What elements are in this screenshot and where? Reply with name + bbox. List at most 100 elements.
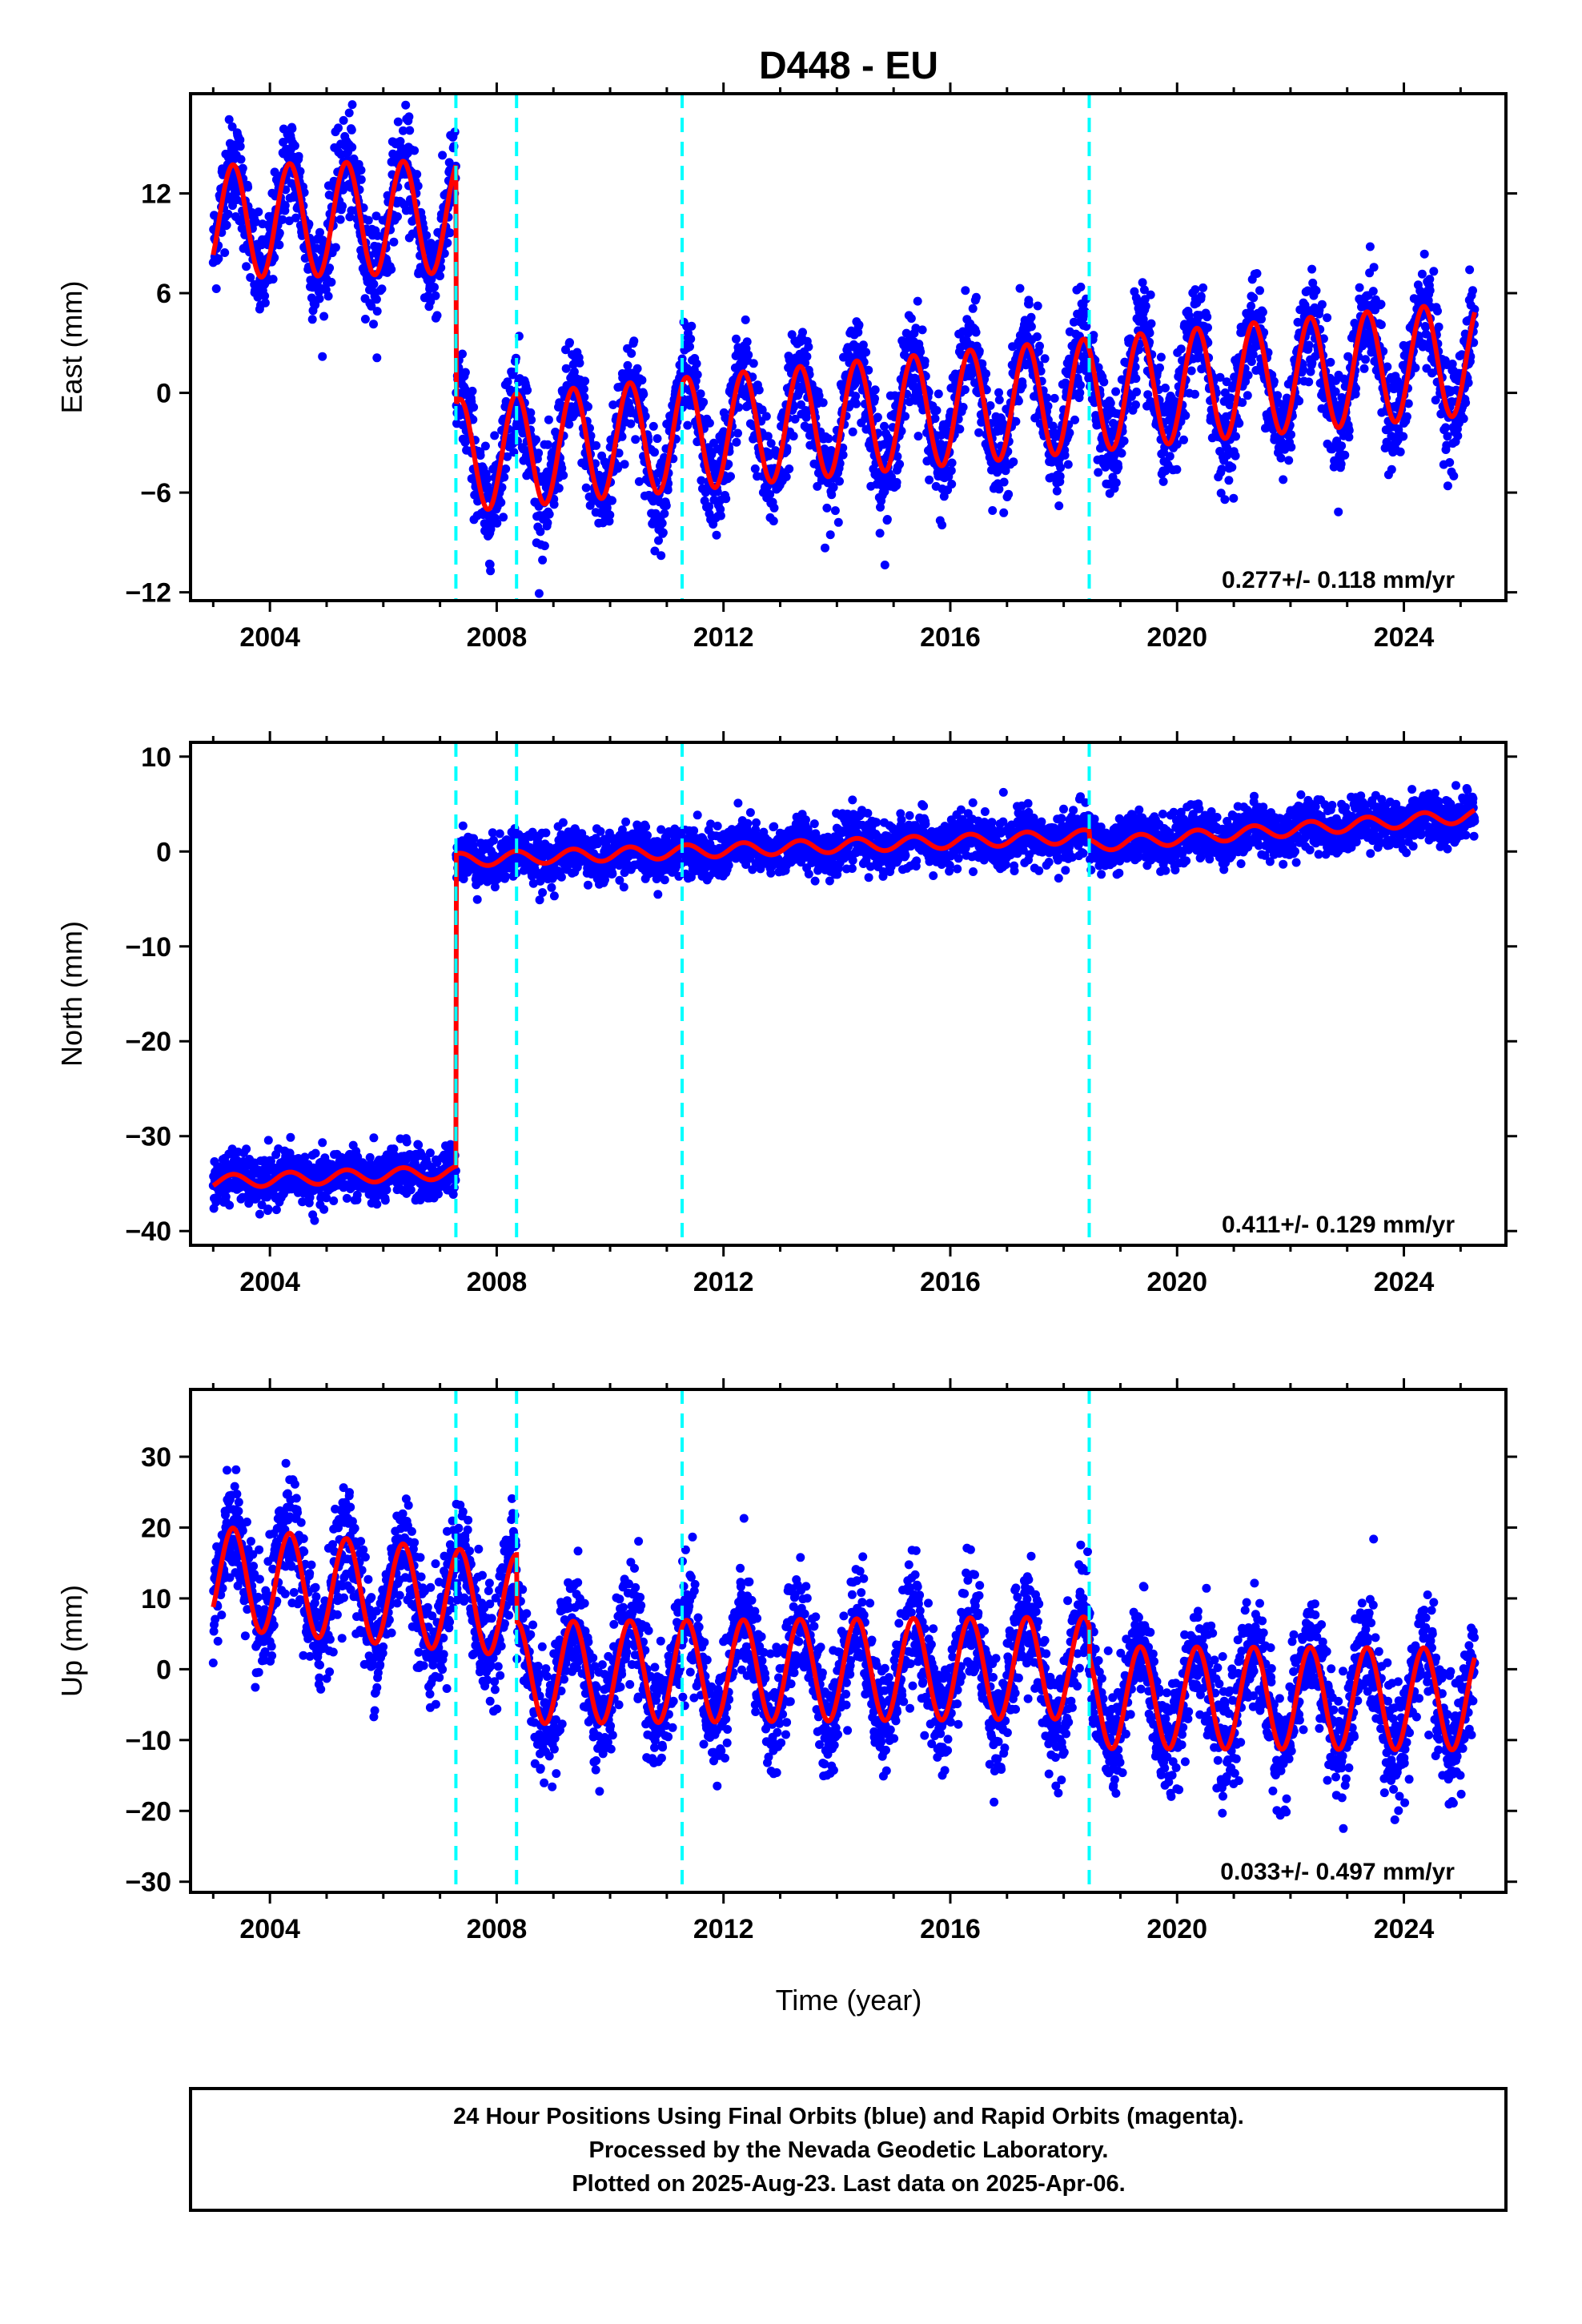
data-point <box>575 358 584 368</box>
data-point <box>1387 464 1396 474</box>
data-point <box>486 566 496 576</box>
data-point <box>1094 468 1103 477</box>
data-point <box>561 364 571 373</box>
data-point <box>1284 456 1294 465</box>
data-point <box>749 359 758 368</box>
data-point <box>1344 426 1354 435</box>
y-axis-label: East (mm) <box>55 281 88 414</box>
data-point <box>958 403 968 412</box>
data-point <box>1243 391 1252 400</box>
data-point <box>821 543 829 553</box>
data-point <box>687 321 697 331</box>
data-point <box>880 561 889 569</box>
data-point <box>875 529 885 538</box>
data-point <box>318 352 327 361</box>
data-point <box>369 279 379 289</box>
data-point <box>1054 501 1064 511</box>
data-point <box>802 352 812 361</box>
data-point <box>893 452 902 461</box>
data-point <box>532 435 540 444</box>
data-point <box>224 115 234 124</box>
data-point <box>536 527 545 537</box>
data-point <box>938 521 947 530</box>
data-point <box>1361 355 1370 364</box>
data-point <box>485 560 495 569</box>
data-point <box>658 528 668 537</box>
data-point <box>327 277 336 287</box>
data-point <box>1243 371 1253 380</box>
data-point <box>363 215 373 225</box>
data-point <box>974 428 984 437</box>
data-point <box>406 1185 416 1195</box>
data-point <box>838 450 848 460</box>
data-point <box>614 448 624 458</box>
velocity-label: 0.277+/- 0.118 mm/yr <box>1222 567 1455 593</box>
data-point <box>922 456 932 466</box>
data-point <box>318 1138 327 1148</box>
data-point <box>637 376 647 385</box>
data-point <box>1402 412 1411 421</box>
data-point <box>925 475 934 485</box>
data-point <box>580 392 589 402</box>
data-point <box>934 389 943 399</box>
data-point <box>1255 286 1264 296</box>
data-point <box>650 448 659 457</box>
data-point <box>999 508 1009 517</box>
data-point <box>650 546 660 556</box>
data-point <box>1336 460 1346 468</box>
data-point <box>1155 363 1164 372</box>
data-point <box>1114 463 1123 472</box>
data-point <box>260 298 270 308</box>
data-point <box>503 377 512 387</box>
data-point <box>1445 458 1455 467</box>
data-point <box>685 342 694 352</box>
data-point <box>1307 264 1317 274</box>
data-point <box>1052 486 1062 496</box>
data-point <box>1117 448 1126 458</box>
data-point <box>960 385 970 395</box>
data-point <box>1217 464 1227 474</box>
data-point <box>372 1200 382 1209</box>
data-point <box>605 510 615 520</box>
data-point <box>263 1204 273 1214</box>
data-point <box>827 490 837 500</box>
data-point <box>1050 393 1059 403</box>
data-point <box>534 589 544 598</box>
data-point <box>526 408 536 417</box>
data-point <box>311 1148 320 1158</box>
data-point <box>1247 301 1256 311</box>
data-point <box>329 1196 339 1205</box>
data-point <box>726 472 735 481</box>
data-point <box>544 509 554 519</box>
data-point <box>1035 341 1044 351</box>
data-point <box>260 292 270 300</box>
data-point <box>1323 313 1332 323</box>
data-point <box>1304 340 1314 350</box>
data-point <box>405 126 415 135</box>
data-point <box>1156 352 1166 362</box>
data-point <box>1299 365 1308 374</box>
data-point <box>225 1200 235 1210</box>
data-point <box>1119 436 1129 446</box>
data-point <box>1276 453 1286 463</box>
data-point <box>1015 283 1025 293</box>
data-point <box>920 356 930 366</box>
data-point <box>930 414 940 424</box>
y-tick-label: 0 <box>156 379 171 409</box>
data-point <box>387 264 396 274</box>
data-point <box>372 307 382 316</box>
data-point <box>955 424 965 434</box>
data-point <box>1441 423 1451 432</box>
data-point <box>251 217 260 227</box>
data-point <box>626 419 636 428</box>
data-point <box>549 500 559 509</box>
data-point <box>1287 442 1296 452</box>
data-point <box>404 112 414 122</box>
data-point <box>1355 283 1364 292</box>
x-tick-label: 2020 <box>1146 622 1207 653</box>
data-point <box>1326 357 1335 367</box>
data-point <box>238 163 247 173</box>
data-point <box>1368 287 1378 296</box>
data-point <box>483 481 492 491</box>
